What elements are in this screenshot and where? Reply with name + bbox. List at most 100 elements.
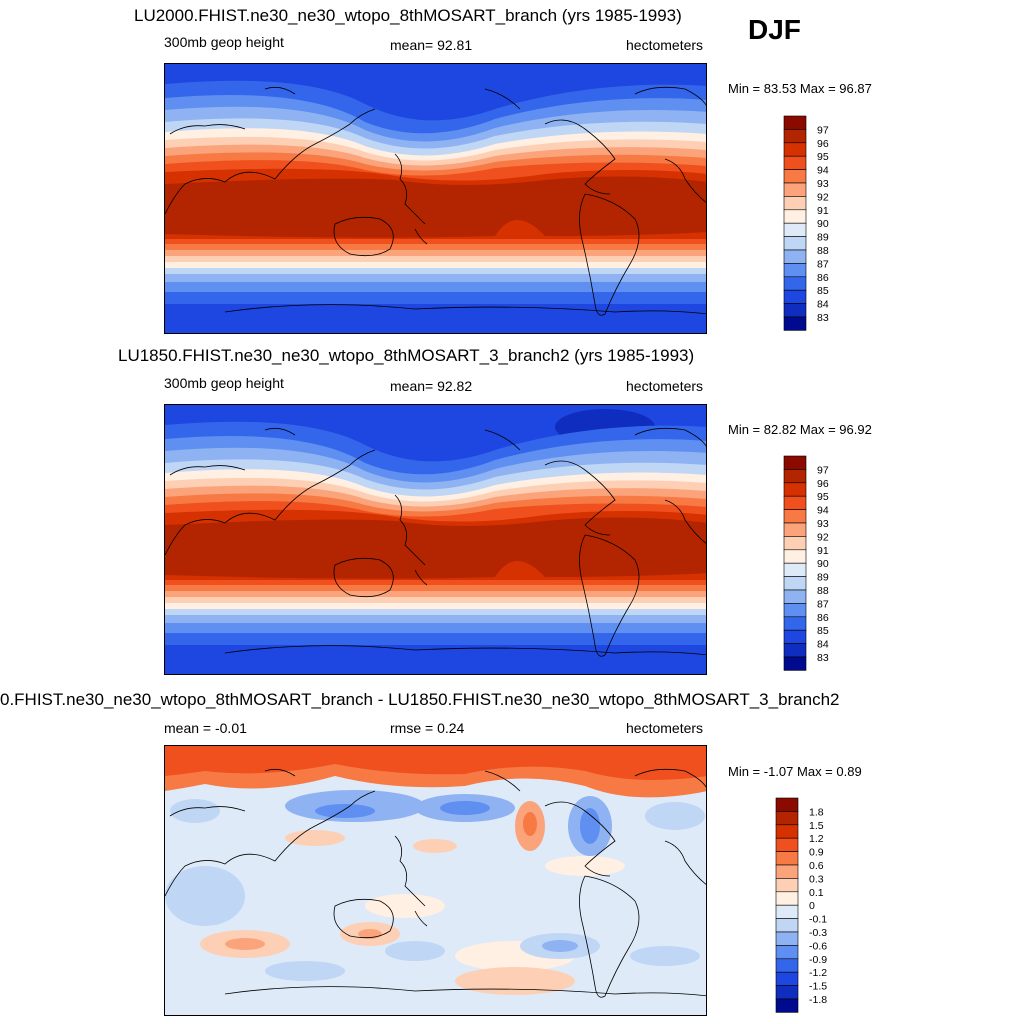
panel1-colorbar-label: 93 <box>817 178 829 190</box>
panel3-colorbar-swatch <box>775 931 799 946</box>
panel1-colorbar-swatch <box>783 129 807 144</box>
panel2-colorbar-label: 96 <box>817 478 829 490</box>
panel1-colorbar-label: 90 <box>817 218 829 230</box>
panel1-colorbar-label: 97 <box>817 124 829 136</box>
panel1-colorbar-swatch <box>783 316 807 331</box>
panel3-colorbar-swatch <box>775 998 799 1013</box>
panel1-colorbar-swatch <box>783 249 807 264</box>
panel2-colorbar-label: 91 <box>817 545 829 557</box>
panel2-colorbar-swatch <box>783 616 807 631</box>
panel1-colorbar-swatch <box>783 196 807 211</box>
panel1-title: LU2000.FHIST.ne30_ne30_wtopo_8thMOSART_b… <box>134 6 682 25</box>
panel2-minmax-label: Min = 82.82 Max = 96.92 <box>728 422 872 437</box>
panel1-colorbar-swatch <box>783 182 807 197</box>
panel3-title: 0.FHIST.ne30_ne30_wtopo_8thMOSART_branch… <box>0 690 840 709</box>
panel3-colorbar-swatch <box>775 958 799 973</box>
panel3-colorbar-label: 0.9 <box>809 847 824 859</box>
panel1-colorbar-label: 89 <box>817 232 829 244</box>
panel1-colorbar-swatch <box>783 115 807 130</box>
panel3-colorbar-swatch <box>775 971 799 986</box>
panel2-colorbar-label: 92 <box>817 531 829 543</box>
panel3-colorbar-label: -0.1 <box>809 914 827 926</box>
panel3-colorbar-label: 0 <box>809 900 815 912</box>
panel3-map <box>164 745 707 1016</box>
panel3-colorbar-label: -0.3 <box>809 927 827 939</box>
panel3-colorbar-label: -1.8 <box>809 994 827 1006</box>
panel2-colorbar-swatch <box>783 522 807 537</box>
panel2-colorbar-label: 95 <box>817 491 829 503</box>
panel2-colorbar-label: 86 <box>817 612 829 624</box>
panel3-colorbar-label: 1.2 <box>809 833 824 845</box>
panel2-colorbar-swatch <box>783 495 807 510</box>
panel2-colorbar-swatch <box>783 455 807 470</box>
panel2-colorbar-label: 85 <box>817 625 829 637</box>
panel3-colorbar-swatch <box>775 824 799 839</box>
panel2-colorbar-label: 89 <box>817 572 829 584</box>
panel1-colorbar-swatch <box>783 142 807 157</box>
panel1-colorbar-swatch <box>783 222 807 237</box>
panel2-colorbar-swatch <box>783 589 807 604</box>
panel3-colorbar-swatch <box>775 851 799 866</box>
panel3-colorbar-swatch <box>775 811 799 826</box>
panel1-colorbar-label: 94 <box>817 165 829 177</box>
panel1-mean-label: mean= 92.81 <box>390 37 473 53</box>
panel2-colorbar-swatch <box>783 562 807 577</box>
panel2-colorbar-label: 93 <box>817 518 829 530</box>
panel1-colorbar-swatch <box>783 209 807 224</box>
panel2-colorbar-swatch <box>783 536 807 551</box>
panel3-rmse-label: rmse = 0.24 <box>390 720 465 736</box>
panel2-variable-label: 300mb geop height <box>164 375 284 391</box>
panel2-colorbar-swatch <box>783 603 807 618</box>
panel2-colorbar-swatch <box>783 482 807 497</box>
panel3-colorbar-swatch <box>775 985 799 1000</box>
panel1-colorbar-swatch <box>783 263 807 278</box>
panel3-colorbar-label: 0.1 <box>809 887 824 899</box>
panel2-map <box>164 404 707 675</box>
panel2-title: LU1850.FHIST.ne30_ne30_wtopo_8thMOSART_3… <box>118 346 695 365</box>
panel2-colorbar-swatch <box>783 549 807 564</box>
panel3-colorbar-label: 1.8 <box>809 806 824 818</box>
panel3-colorbar-swatch <box>775 904 799 919</box>
panel3-colorbar-swatch <box>775 797 799 812</box>
panel1-colorbar-label: 95 <box>817 151 829 163</box>
panel3-colorbar-swatch <box>775 945 799 960</box>
panel3-minmax-label: Min = -1.07 Max = 0.89 <box>728 764 862 779</box>
panel1-map <box>164 63 707 334</box>
panel2-colorbar-label: 83 <box>817 652 829 664</box>
panel3-colorbar-graphic: 1.81.51.20.90.60.30.10-0.1-0.3-0.6-0.9-1… <box>775 797 827 1013</box>
panel3-colorbar-label: 0.3 <box>809 873 824 885</box>
panel3-colorbar-label: 0.6 <box>809 860 824 872</box>
panel3-colorbar-label: 1.5 <box>809 820 824 832</box>
panel2-mean-label: mean= 92.82 <box>390 378 473 394</box>
panel1-colorbar-label: 91 <box>817 205 829 217</box>
panel2-colorbar-label: 88 <box>817 585 829 597</box>
panel1-colorbar-label: 85 <box>817 285 829 297</box>
panel3-colorbar-label: -1.2 <box>809 967 827 979</box>
panel2-colorbar-swatch <box>783 469 807 484</box>
panel2-colorbar-label: 97 <box>817 464 829 476</box>
panel2-colorbar-swatch <box>783 576 807 591</box>
panel3-colorbar-label: -0.6 <box>809 940 827 952</box>
panel2-units-label: hectometers <box>626 378 704 394</box>
panel1-colorbar-label: 86 <box>817 272 829 284</box>
panel1-colorbar-swatch <box>783 169 807 184</box>
panel2-colorbar-swatch <box>783 629 807 644</box>
panel1-colorbar-swatch <box>783 303 807 318</box>
panel1-colorbar-label: 83 <box>817 312 829 324</box>
panel1-colorbar-label: 88 <box>817 245 829 257</box>
panel3-colorbar: 1.8 1.5 1.2 0.9 0.6 0.3 0.1 0 -0.1 -0.3 -0.6 -0.9 -1… <box>775 797 846 1013</box>
panel3-colorbar-swatch <box>775 837 799 852</box>
panel1-colorbar-label: 92 <box>817 191 829 203</box>
panel1-colorbar-swatch <box>783 276 807 291</box>
panel1-minmax-label: Min = 83.53 Max = 96.87 <box>728 81 872 96</box>
panel1-colorbar-swatch <box>783 236 807 251</box>
panel2-colorbar: 97 96 95 94 93 92 91 90 89 88 87 86 85 84 83 <box>783 455 844 671</box>
panel3-colorbar-swatch <box>775 891 799 906</box>
panel1-colorbar: 97 96 95 94 93 92 91 90 89 88 87 86 85 84 83 <box>783 115 844 331</box>
panel3-colorbar-swatch <box>775 864 799 879</box>
panel1-units-label: hectometers <box>626 37 704 53</box>
panel1-variable-label: 300mb geop height <box>164 34 284 50</box>
panel2-colorbar-swatch <box>783 509 807 524</box>
panel2-colorbar-label: 94 <box>817 505 829 517</box>
panel1-colorbar-swatch <box>783 289 807 304</box>
